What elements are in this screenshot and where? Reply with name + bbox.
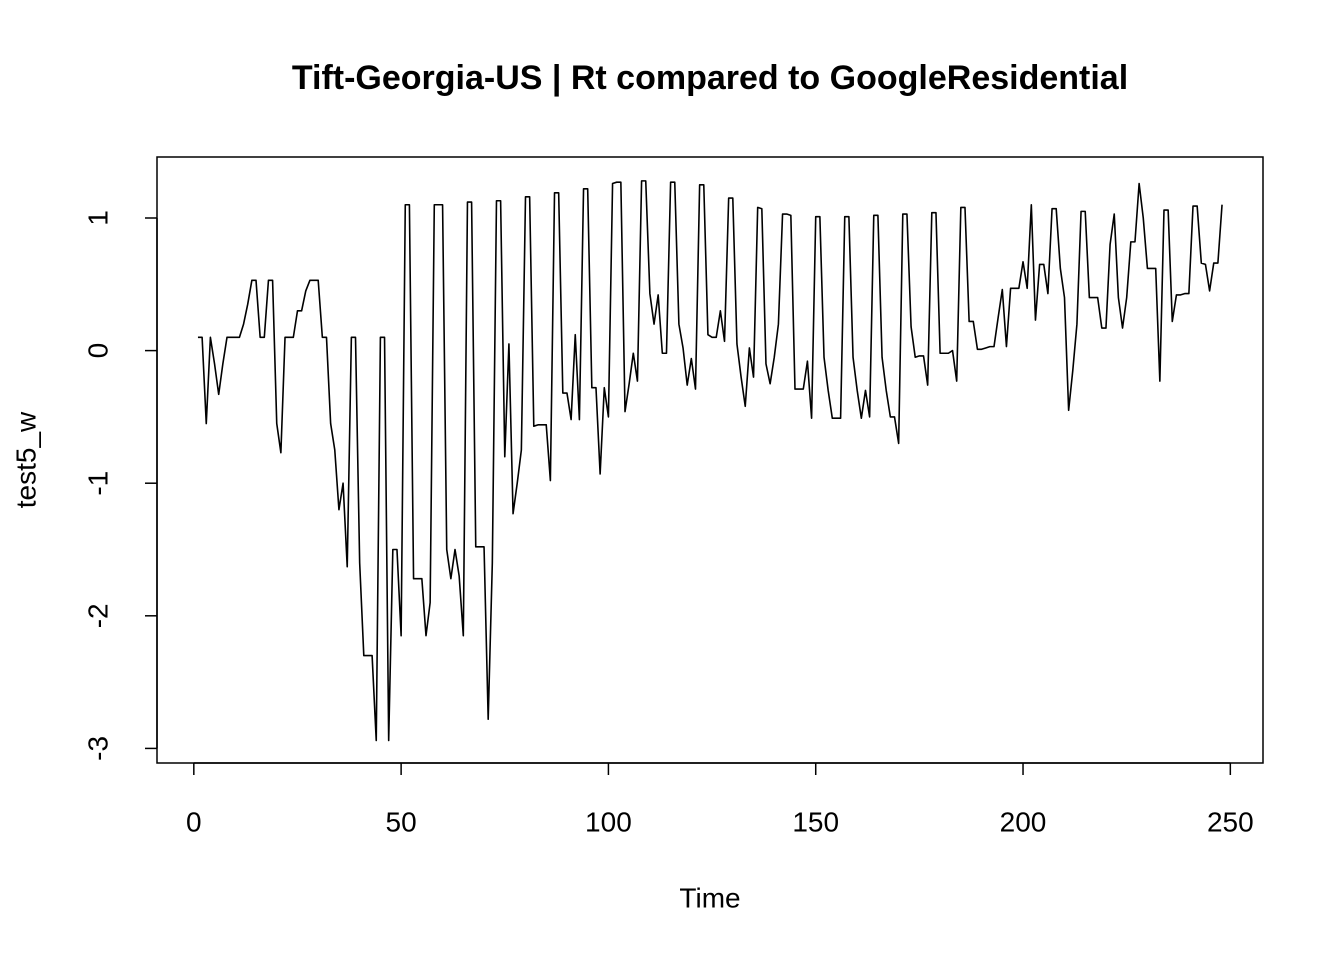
y-axis-label: test5_w bbox=[10, 411, 41, 508]
y-tick-label: 1 bbox=[82, 210, 113, 226]
x-tick-label: 50 bbox=[386, 806, 417, 837]
x-tick-label: 0 bbox=[186, 806, 202, 837]
data-line bbox=[197, 180, 1223, 742]
x-tick-label: 150 bbox=[792, 806, 839, 837]
y-tick-label: 0 bbox=[82, 343, 113, 359]
y-tick-label: -2 bbox=[82, 603, 113, 628]
x-axis-label: Time bbox=[679, 882, 740, 913]
y-tick-label: -1 bbox=[82, 471, 113, 496]
x-tick-label: 200 bbox=[1000, 806, 1047, 837]
plot-box bbox=[156, 156, 1264, 764]
x-tick-label: 250 bbox=[1207, 806, 1254, 837]
y-tick-label: -3 bbox=[82, 736, 113, 761]
chart-title: Tift-Georgia-US | Rt compared to GoogleR… bbox=[292, 59, 1128, 97]
x-tick-label: 100 bbox=[585, 806, 632, 837]
